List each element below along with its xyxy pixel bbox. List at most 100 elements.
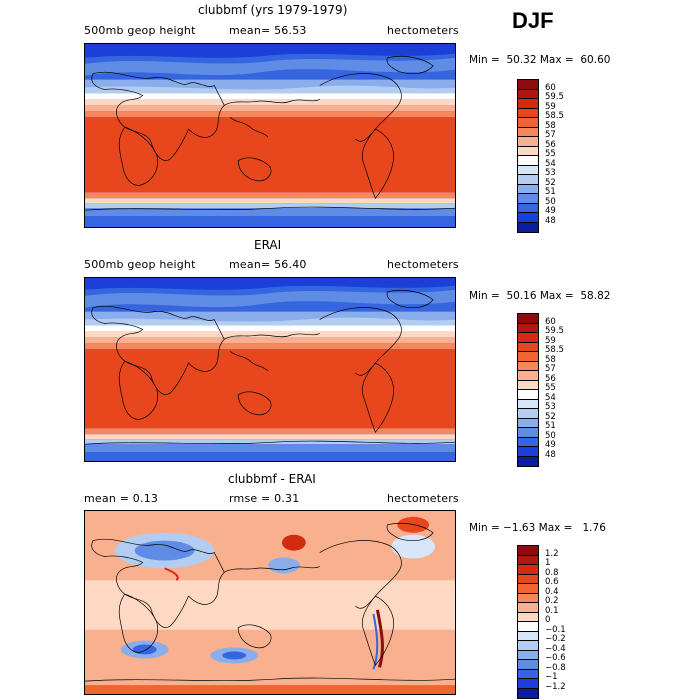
colorbar-level-label: 58.5	[545, 111, 564, 121]
colorbar-level-label: −0.6	[545, 653, 566, 663]
colorbar-swatch	[518, 108, 538, 118]
colorbar-swatch	[518, 323, 538, 333]
colorbar-swatch	[518, 213, 538, 223]
colorbar-swatch	[518, 314, 538, 324]
colorbar-level-label: 60	[545, 316, 556, 327]
colorbar-level-label: 1.2	[545, 548, 559, 559]
colorbar-swatch	[518, 165, 538, 175]
colorbar-level-label: 60	[545, 82, 556, 93]
colorbar-level-label: 48	[545, 449, 556, 460]
season-label: DJF	[512, 8, 554, 33]
panel-3-max: 1.76	[582, 522, 606, 534]
colorbar-level-label: 50	[545, 196, 556, 207]
colorbar-swatch	[518, 89, 538, 99]
colorbar-level-label: 52	[545, 177, 556, 188]
panel-2-variable: 500mb geop height	[84, 258, 196, 271]
colorbar-level-label: 57	[545, 130, 556, 140]
panel-3-min: −1.63	[503, 522, 536, 534]
colorbar-level-label: −1.2	[545, 681, 566, 692]
colorbar-level-label: 1	[545, 558, 551, 568]
colorbar-swatch	[518, 447, 538, 457]
colorbar-swatch	[518, 361, 538, 371]
colorbar-swatch	[518, 399, 538, 409]
colorbar-swatch	[518, 603, 538, 613]
panel-2-min: 50.16	[506, 290, 537, 302]
colorbar-swatch	[518, 156, 538, 166]
colorbar-level-label: 0.4	[545, 586, 559, 597]
colorbar-swatch	[518, 456, 538, 466]
panel-3-field	[85, 511, 455, 694]
colorbar-swatch	[518, 371, 538, 381]
panel-1-colorbar	[517, 79, 539, 233]
panel-1-minmax: Min = 50.32 Max = 60.60	[469, 54, 611, 66]
colorbar-swatch	[518, 137, 538, 147]
colorbar-level-label: 0.8	[545, 567, 559, 578]
colorbar-level-label: 58.5	[545, 345, 564, 355]
panel-2-units: hectometers	[387, 258, 459, 271]
colorbar-swatch	[518, 584, 538, 594]
colorbar-swatch	[518, 118, 538, 128]
colorbar-swatch	[518, 669, 538, 679]
colorbar-swatch	[518, 333, 538, 343]
colorbar-swatch	[518, 380, 538, 390]
colorbar-level-label: 55	[545, 149, 556, 159]
colorbar-level-label: 0.6	[545, 577, 559, 587]
panel-3-mean: mean = 0.13	[84, 492, 159, 505]
colorbar-level-label: 58	[545, 354, 556, 365]
colorbar-level-label: 52	[545, 411, 556, 422]
colorbar-swatch	[518, 546, 538, 556]
colorbar-swatch	[518, 409, 538, 419]
panel-3-minmax: Min = −1.63 Max = 1.76	[469, 522, 606, 534]
panel-2-field	[85, 278, 455, 461]
panel-1-title: clubbmf (yrs 1979-1979)	[198, 3, 348, 17]
colorbar-level-label: −0.4	[545, 643, 566, 654]
colorbar-swatch	[518, 203, 538, 213]
colorbar-level-label: 0.1	[545, 605, 559, 616]
colorbar-swatch	[518, 418, 538, 428]
colorbar-swatch	[518, 574, 538, 584]
panel-3-map	[84, 510, 456, 695]
colorbar-swatch	[518, 127, 538, 137]
colorbar-swatch	[518, 612, 538, 622]
colorbar-level-label: 59.5	[545, 326, 564, 336]
colorbar-swatch	[518, 146, 538, 156]
panel-1-units: hectometers	[387, 24, 459, 37]
colorbar-level-label: −0.1	[545, 624, 566, 635]
panel-1-field	[85, 44, 455, 227]
panel-1-max: 60.60	[580, 54, 611, 66]
colorbar-level-label: 56	[545, 139, 556, 150]
colorbar-swatch	[518, 555, 538, 565]
colorbar-swatch	[518, 650, 538, 660]
colorbar-level-label: 55	[545, 383, 556, 393]
colorbar-level-label: 57	[545, 364, 556, 374]
colorbar-level-label: 0	[545, 615, 551, 625]
colorbar-level-label: 53	[545, 168, 556, 178]
colorbar-swatch	[518, 688, 538, 698]
panel-3-rmse: rmse = 0.31	[229, 492, 300, 505]
colorbar-level-label: 59	[545, 101, 556, 112]
panel-2-title: ERAI	[254, 238, 282, 252]
colorbar-level-label: 54	[545, 158, 556, 169]
panel-2-max: 58.82	[580, 290, 611, 302]
colorbar-swatch	[518, 631, 538, 641]
panel-1-mean: mean= 56.53	[229, 24, 307, 37]
colorbar-swatch	[518, 660, 538, 670]
colorbar-swatch	[518, 342, 538, 352]
colorbar-level-label: −0.2	[545, 634, 566, 644]
panel-2-colorbar	[517, 313, 539, 467]
colorbar-level-label: −0.8	[545, 662, 566, 673]
colorbar-swatch	[518, 428, 538, 438]
colorbar-swatch	[518, 352, 538, 362]
panel-3-title: clubbmf - ERAI	[228, 472, 316, 486]
colorbar-level-label: 51	[545, 421, 556, 431]
colorbar-level-label: 50	[545, 430, 556, 441]
colorbar-swatch	[518, 184, 538, 194]
colorbar-swatch	[518, 222, 538, 232]
panel-1-map	[84, 43, 456, 228]
colorbar-level-label: 49	[545, 440, 556, 450]
panel-1-variable: 500mb geop height	[84, 24, 196, 37]
colorbar-level-label: 54	[545, 392, 556, 403]
colorbar-swatch	[518, 99, 538, 109]
colorbar-level-label: 59	[545, 335, 556, 346]
colorbar-level-label: 56	[545, 373, 556, 384]
